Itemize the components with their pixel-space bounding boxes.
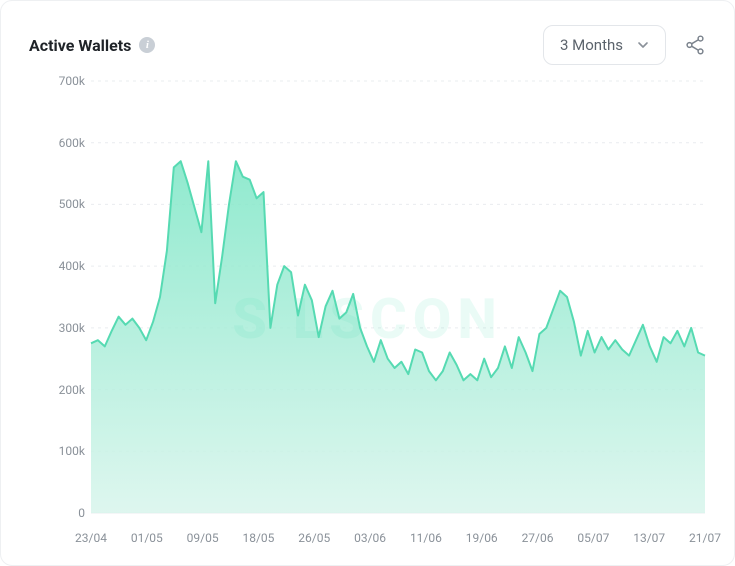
share-icon[interactable] bbox=[684, 34, 706, 56]
x-axis-label: 26/05 bbox=[298, 531, 330, 545]
title-group: Active Wallets i bbox=[29, 36, 155, 55]
header-controls: 3 Months bbox=[543, 25, 706, 65]
info-icon[interactable]: i bbox=[139, 37, 155, 53]
x-axis-label: 01/05 bbox=[131, 531, 163, 545]
range-dropdown-label: 3 Months bbox=[560, 36, 623, 54]
y-axis-label: 200k bbox=[59, 383, 85, 397]
chart-area: S LSCON 0100k200k300k400k500k600k700k 23… bbox=[29, 75, 706, 545]
area-chart bbox=[29, 75, 707, 535]
x-axis-label: 13/07 bbox=[633, 531, 665, 545]
x-axis-label: 11/06 bbox=[410, 531, 442, 545]
x-axis-label: 19/06 bbox=[466, 531, 498, 545]
y-axis-label: 700k bbox=[59, 74, 85, 88]
x-axis-label: 27/06 bbox=[522, 531, 554, 545]
y-axis-label: 600k bbox=[59, 136, 85, 150]
x-axis-label: 18/05 bbox=[242, 531, 274, 545]
x-axis-label: 03/06 bbox=[354, 531, 386, 545]
chevron-down-icon bbox=[637, 39, 649, 51]
chart-title: Active Wallets bbox=[29, 36, 131, 55]
chart-card: Active Wallets i 3 Months S LSCON 0100k2… bbox=[0, 0, 735, 566]
y-axis-label: 300k bbox=[59, 321, 85, 335]
x-axis-label: 21/07 bbox=[689, 531, 721, 545]
x-axis-label: 09/05 bbox=[187, 531, 219, 545]
range-dropdown[interactable]: 3 Months bbox=[543, 25, 666, 65]
card-header: Active Wallets i 3 Months bbox=[29, 25, 706, 65]
y-axis-label: 100k bbox=[59, 444, 85, 458]
y-axis-label: 400k bbox=[59, 259, 85, 273]
x-axis-label: 05/07 bbox=[577, 531, 609, 545]
x-axis-label: 23/04 bbox=[75, 531, 107, 545]
y-axis-label: 0 bbox=[78, 506, 85, 520]
y-axis-label: 500k bbox=[59, 197, 85, 211]
